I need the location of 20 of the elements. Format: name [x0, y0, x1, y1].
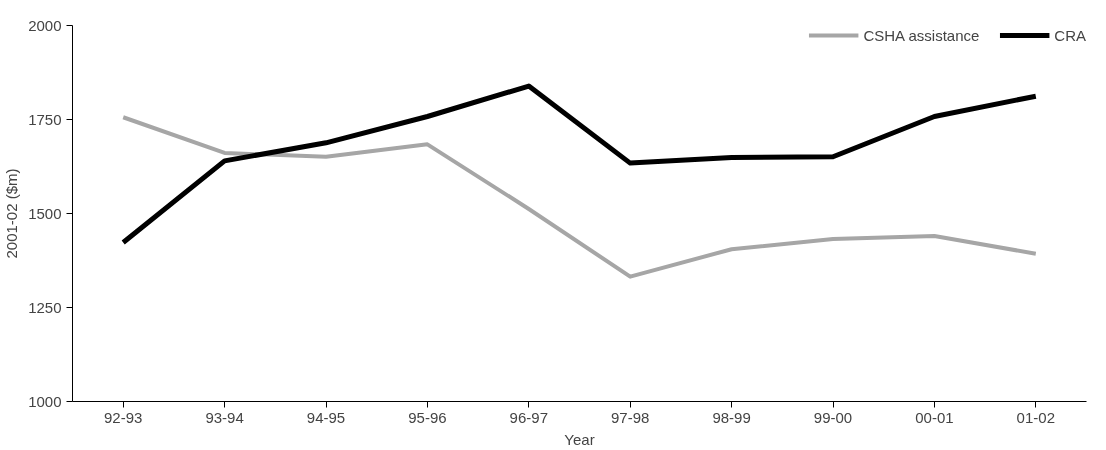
y-tick-label: 1000: [28, 392, 62, 410]
y-tick-label: 1250: [28, 298, 62, 316]
x-tick-label: 98-99: [712, 408, 751, 426]
y-tick-label: 1500: [28, 204, 62, 222]
x-tick-label: 92-93: [104, 408, 143, 426]
line-series: [121, 115, 1038, 279]
x-tick-label: 97-98: [611, 408, 650, 426]
y-tick-label: 1750: [28, 110, 62, 128]
x-tick-label: 94-95: [306, 408, 346, 426]
x-tick-label: 01-02: [1016, 408, 1055, 426]
legend-label: CRA: [1054, 26, 1086, 44]
x-tick-label: 00-01: [915, 408, 954, 426]
y-axis-title: 2001-02 ($m): [3, 168, 21, 259]
y-tick-label: 2000: [28, 16, 62, 34]
x-tick-label: 95-96: [408, 408, 447, 426]
x-tick-label: 99-00: [813, 408, 853, 426]
legend-label: CSHA assistance: [863, 26, 980, 44]
x-axis-title: Year: [564, 430, 595, 448]
x-tick-label: 96-97: [509, 408, 548, 426]
x-tick-label: 93-94: [205, 408, 244, 426]
